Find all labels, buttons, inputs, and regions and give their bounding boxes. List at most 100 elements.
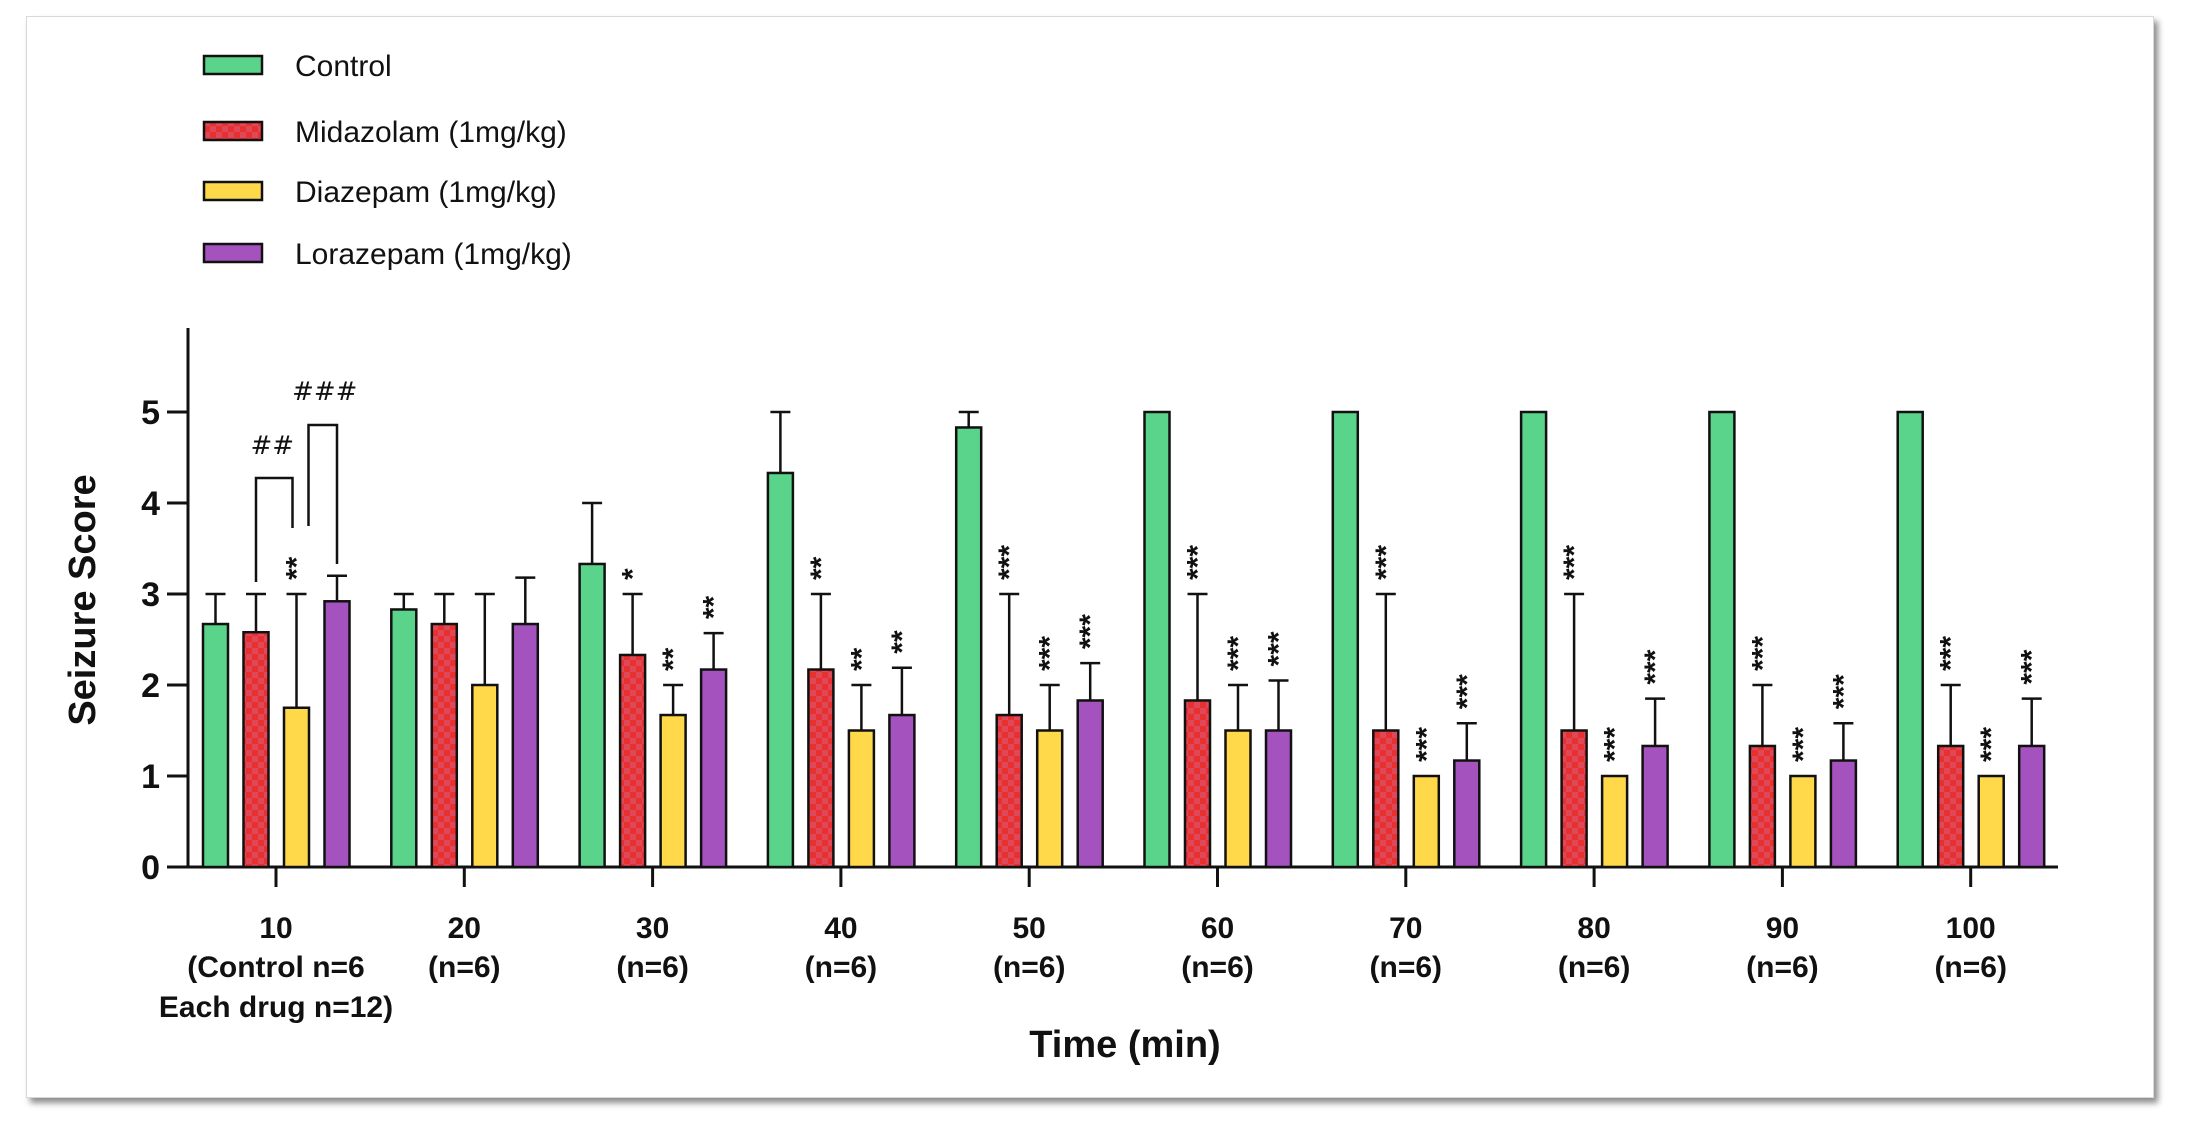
bar-control-10 — [201, 622, 230, 869]
significance-mark: *** — [1222, 636, 1255, 671]
bar-lorazepam-20 — [511, 622, 540, 869]
y-tick-label: 1 — [141, 758, 160, 796]
y-tick-label: 4 — [141, 485, 160, 523]
bar-control-60 — [1143, 410, 1171, 869]
significance-mark: ** — [281, 556, 314, 580]
bar-midazolam-90 — [1748, 744, 1777, 869]
bar-diazepam-60 — [1224, 729, 1252, 869]
significance-mark: * — [617, 568, 650, 580]
significance-mark: *** — [1935, 636, 1968, 671]
x-tick-label: 80 — [1577, 912, 1610, 945]
bar-diazepam-100 — [1977, 774, 2005, 869]
x-tick-label: 90 — [1766, 912, 1799, 945]
x-tick-label: 20 — [448, 912, 481, 945]
legend-swatch-2 — [202, 180, 264, 202]
axes: 0 1 2 3 4 5 10 (Control n=6 Each drug n=12) 20 (n=… — [141, 328, 2058, 1024]
bar-diazepam-80 — [1600, 774, 1629, 869]
significance-mark: *** — [1451, 674, 1484, 709]
significance-mark: *** — [1074, 614, 1107, 649]
y-tick-label: 5 — [141, 394, 160, 432]
significance-mark: *** — [1639, 649, 1672, 684]
bar-control-40 — [766, 471, 795, 869]
bar-lorazepam-50 — [1076, 699, 1104, 869]
significance-mark: *** — [1034, 636, 1067, 671]
significance-mark: *** — [1182, 545, 1215, 580]
bar-control-80 — [1519, 410, 1548, 869]
x-tick-sublabel: (n=6) — [616, 951, 689, 984]
significance-mark: *** — [1746, 636, 1779, 671]
bar-midazolam-30 — [618, 653, 647, 869]
legend-label-1: Midazolam (1mg/kg) — [295, 116, 567, 149]
significance-mark: *** — [1263, 631, 1296, 666]
significance-bracket — [254, 476, 294, 582]
bar-midazolam-10 — [242, 630, 270, 869]
significance-mark: *** — [1827, 674, 1860, 709]
significance-mark: ** — [805, 556, 838, 580]
significance-mark: *** — [1787, 727, 1820, 762]
x-tick-sublabel: (n=6) — [1934, 951, 2007, 984]
bar-lorazepam-100 — [2017, 744, 2046, 869]
bar-control-50 — [954, 426, 983, 869]
bar-lorazepam-90 — [1829, 759, 1858, 869]
bar-diazepam-10 — [282, 706, 311, 869]
x-tick-label: 60 — [1201, 912, 1234, 945]
bar-lorazepam-70 — [1453, 759, 1481, 869]
y-tick-label: 3 — [141, 576, 160, 614]
bar-control-70 — [1331, 410, 1360, 869]
legend-label-0: Control — [295, 50, 392, 83]
bar-midazolam-80 — [1560, 729, 1588, 869]
bar-midazolam-40 — [807, 668, 835, 869]
bar-control-30 — [578, 562, 606, 869]
bar-control-90 — [1708, 410, 1736, 869]
bar-diazepam-20 — [471, 683, 499, 869]
bar-midazolam-60 — [1183, 699, 1212, 869]
x-tick-sublabel: (n=6) — [805, 951, 878, 984]
x-tick-label: 30 — [636, 912, 669, 945]
bar-diazepam-90 — [1789, 774, 1817, 869]
x-tick-sublabel: (Control n=6 — [187, 951, 365, 984]
bar-lorazepam-80 — [1641, 744, 1669, 869]
x-tick-sublabel: (n=6) — [993, 951, 1066, 984]
bar-lorazepam-10 — [323, 600, 351, 869]
x-tick-label: 10 — [259, 912, 292, 945]
significance-mark: *** — [2016, 649, 2049, 684]
significance-mark: *** — [1410, 727, 1443, 762]
bar-control-20 — [390, 608, 418, 869]
x-tick-sublabel: (n=6) — [1370, 951, 1443, 984]
legend-label-3: Lorazepam (1mg/kg) — [295, 238, 572, 271]
bars: ** ************************** ************… — [201, 410, 2049, 869]
bar-diazepam-50 — [1035, 729, 1064, 869]
bar-diazepam-70 — [1412, 774, 1441, 869]
bar-midazolam-70 — [1372, 729, 1400, 869]
y-tick-label: 2 — [141, 667, 160, 705]
bar-midazolam-20 — [430, 622, 459, 869]
annotations: ##### — [250, 377, 357, 582]
significance-mark: *** — [1599, 727, 1632, 762]
significance-mark: ** — [845, 647, 878, 671]
x-tick-sublabel: (n=6) — [1558, 951, 1631, 984]
significance-mark: *** — [1370, 545, 1403, 580]
bar-lorazepam-40 — [888, 713, 916, 869]
bar-lorazepam-60 — [1264, 729, 1293, 869]
bar-diazepam-30 — [659, 713, 687, 869]
legend-label-2: Diazepam (1mg/kg) — [295, 176, 557, 209]
annotation-label: ### — [292, 377, 357, 407]
significance-mark: *** — [1558, 545, 1591, 580]
x-tick-label: 40 — [824, 912, 857, 945]
x-tick-label: 50 — [1013, 912, 1046, 945]
significance-mark: *** — [1975, 727, 2008, 762]
significance-mark: ** — [657, 647, 690, 671]
significance-bracket — [307, 423, 339, 564]
bar-lorazepam-30 — [699, 668, 728, 869]
significance-mark: ** — [886, 630, 919, 654]
annotation-label: ## — [250, 431, 294, 461]
legend-swatch-0 — [202, 54, 264, 76]
significance-mark: *** — [993, 545, 1026, 580]
y-tick-label: 0 — [141, 849, 160, 887]
bar-control-100 — [1896, 410, 1924, 869]
x-axis-title: Time (min) — [1029, 1024, 1220, 1066]
bar-midazolam-50 — [995, 713, 1023, 869]
x-tick-sublabel: (n=6) — [1746, 951, 1819, 984]
figure-card — [26, 16, 2154, 1098]
